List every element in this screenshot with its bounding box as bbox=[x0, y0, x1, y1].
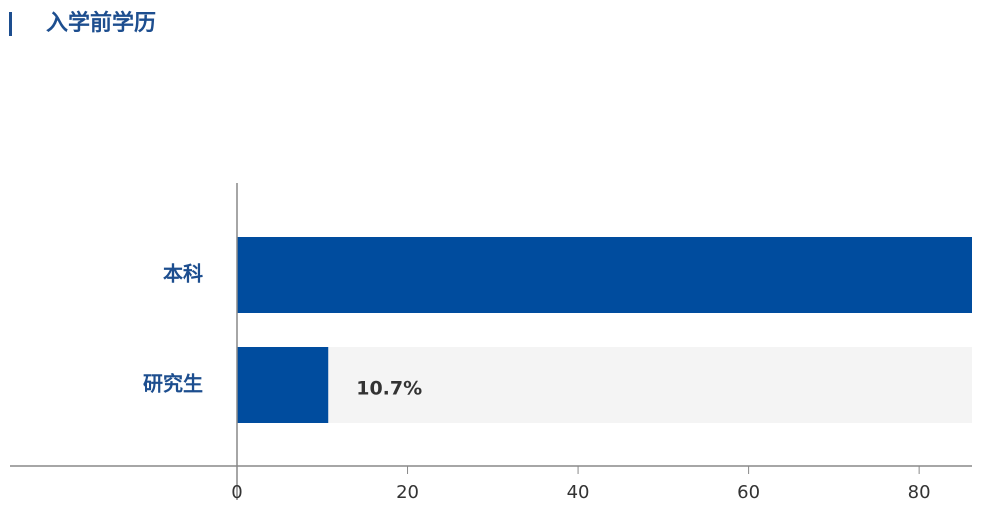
x-tick-label: 80 bbox=[908, 482, 931, 503]
title-marker bbox=[9, 12, 12, 36]
bar-track bbox=[237, 347, 972, 423]
x-tick-label: 60 bbox=[737, 482, 760, 503]
x-tick-label: 20 bbox=[396, 482, 419, 503]
chart-title: 入学前学历 bbox=[46, 10, 156, 36]
bar bbox=[237, 347, 329, 423]
value-label: 10.7% bbox=[356, 378, 422, 400]
x-tick-label: 40 bbox=[567, 482, 590, 503]
x-tick-label: 0 bbox=[231, 482, 242, 503]
category-label: 本科 bbox=[163, 262, 203, 286]
bar bbox=[237, 237, 972, 313]
plot-area bbox=[237, 237, 972, 423]
category-label: 研究生 bbox=[143, 372, 203, 396]
